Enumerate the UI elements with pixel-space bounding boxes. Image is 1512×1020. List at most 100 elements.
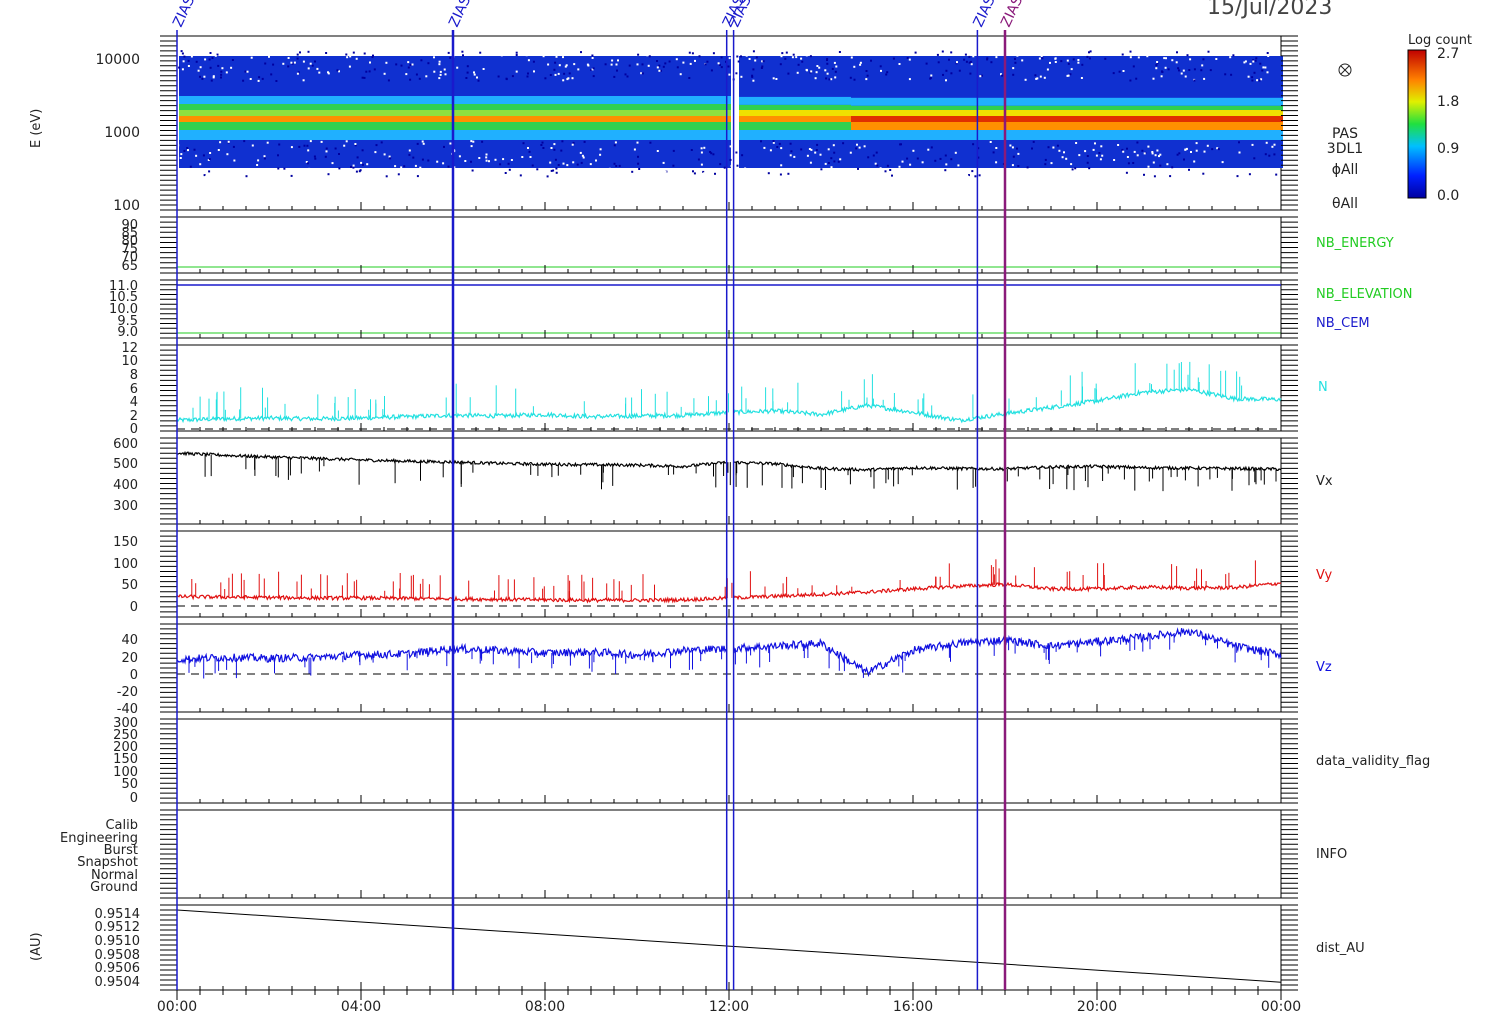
spectrogram-speckle — [867, 156, 870, 159]
spectrogram-cell — [867, 97, 875, 106]
spectrogram-speckle — [1267, 55, 1270, 57]
spectrogram-cell — [507, 110, 515, 116]
spectrogram-speckle — [830, 78, 833, 81]
spectrogram-speckle — [703, 146, 706, 149]
spectrogram-speckle — [409, 78, 412, 81]
spectrogram-speckle — [664, 170, 667, 173]
spectrogram-speckle — [720, 66, 723, 69]
spectrogram-cell — [579, 130, 587, 140]
validity-ytick: 100 — [113, 765, 138, 780]
info-ytick-engineering: Engineering — [60, 831, 138, 846]
spectrogram-cell — [939, 97, 947, 106]
spectrogram-speckle — [461, 50, 464, 53]
spectrogram-speckle — [325, 52, 328, 54]
spectrogram-cell — [1075, 116, 1083, 122]
spectrogram-cell — [1123, 110, 1131, 116]
spectrogram-speckle — [679, 73, 682, 76]
spectrogram-speckle — [762, 60, 765, 63]
vz-frame — [176, 623, 1282, 713]
spectrogram-speckle — [183, 55, 186, 58]
spectrogram-speckle — [1259, 62, 1262, 65]
spectrogram-speckle — [450, 171, 453, 174]
spectrogram-cell — [1267, 105, 1275, 112]
spectrogram-cell — [483, 130, 491, 140]
vx-label: Vx — [1316, 474, 1333, 489]
spectrogram-speckle — [1167, 68, 1170, 71]
spectrogram-cell — [451, 110, 459, 116]
spectrogram-speckle — [345, 140, 348, 143]
spectrogram-cell — [491, 104, 499, 110]
spectrogram-speckle — [995, 147, 998, 149]
spectrogram-cell — [787, 110, 795, 116]
spectrogram-speckle — [1251, 143, 1254, 146]
spectrogram-cell — [787, 96, 795, 105]
spectrogram-speckle — [554, 61, 557, 64]
spectrogram-speckle — [945, 79, 947, 82]
spectrogram-speckle — [613, 162, 616, 165]
spectrogram-cell — [587, 122, 595, 130]
spectrogram-cell — [1235, 130, 1243, 140]
spectrogram-speckle — [485, 156, 488, 159]
spectrogram-speckle — [925, 62, 928, 65]
spectrogram-cell — [931, 97, 939, 106]
spectrogram-cell — [1187, 105, 1195, 112]
spectrogram-speckle — [1113, 159, 1116, 161]
spectrogram-speckle — [830, 157, 833, 160]
spectrogram-speckle — [263, 155, 266, 158]
spectrogram-cell — [635, 104, 643, 110]
spectrogram-cell — [235, 116, 243, 122]
spectrogram-speckle — [789, 154, 792, 157]
spectrogram-speckle — [834, 76, 837, 79]
spectrogram-speckle — [227, 140, 230, 143]
spectrogram-speckle — [694, 59, 696, 62]
spectrogram-speckle — [1126, 147, 1128, 150]
spectrogram-speckle — [1056, 144, 1059, 147]
spectrogram-speckle — [833, 151, 836, 154]
spectrogram-speckle — [793, 155, 796, 158]
spectrogram-speckle — [321, 51, 324, 54]
spectrogram-cell — [1075, 105, 1083, 112]
spectrogram-speckle — [648, 55, 651, 58]
spectrogram-speckle — [1164, 66, 1167, 69]
spectrogram-cell — [595, 116, 603, 122]
spectrogram-cell — [347, 96, 355, 104]
spectrogram-speckle — [1075, 142, 1078, 144]
spectrogram-speckle — [261, 77, 264, 80]
spectrogram-speckle — [529, 156, 532, 158]
spectrogram-cell — [1131, 105, 1139, 112]
spectrogram-cell — [1243, 122, 1251, 130]
spectrogram-cell — [387, 122, 395, 130]
spectrogram-cell — [891, 105, 899, 112]
spectrogram-cell — [219, 110, 227, 116]
spectrogram-speckle — [929, 76, 932, 79]
circled-x-icon — [1338, 63, 1352, 77]
spectrogram-speckle — [1035, 77, 1038, 80]
spectrogram-speckle — [963, 58, 966, 61]
spectrogram-cell — [179, 130, 187, 140]
spectrogram-cell — [339, 116, 347, 122]
spectrogram-speckle — [1249, 62, 1252, 65]
spectrogram-speckle — [604, 63, 607, 66]
spectrogram-cell — [603, 116, 611, 122]
spectrogram-speckle — [394, 165, 397, 168]
spectrogram-cell — [1083, 116, 1091, 122]
spectrogram-speckle — [779, 173, 782, 176]
spectrogram-speckle — [346, 169, 349, 172]
spectrogram-speckle — [752, 68, 755, 71]
spectrogram-speckle — [827, 148, 830, 151]
spectrogram-speckle — [1253, 174, 1256, 177]
spectrogram-speckle — [555, 55, 558, 58]
spectrogram-cell — [1155, 122, 1163, 130]
spectrogram-cell — [955, 130, 963, 140]
spectrogram-cell — [1035, 105, 1043, 112]
spectrogram-cell — [1091, 110, 1099, 116]
spectrogram-cell — [691, 116, 699, 122]
spectrogram-cell — [1235, 105, 1243, 112]
spectrogram-cell — [467, 110, 475, 116]
spectrogram-cell — [963, 122, 971, 130]
spectrogram-speckle — [1038, 57, 1041, 60]
spectrogram-speckle — [1066, 74, 1069, 77]
spectrogram-cell — [523, 116, 531, 122]
spectrogram-cell — [1187, 97, 1195, 106]
spectrogram-cell — [595, 130, 603, 140]
